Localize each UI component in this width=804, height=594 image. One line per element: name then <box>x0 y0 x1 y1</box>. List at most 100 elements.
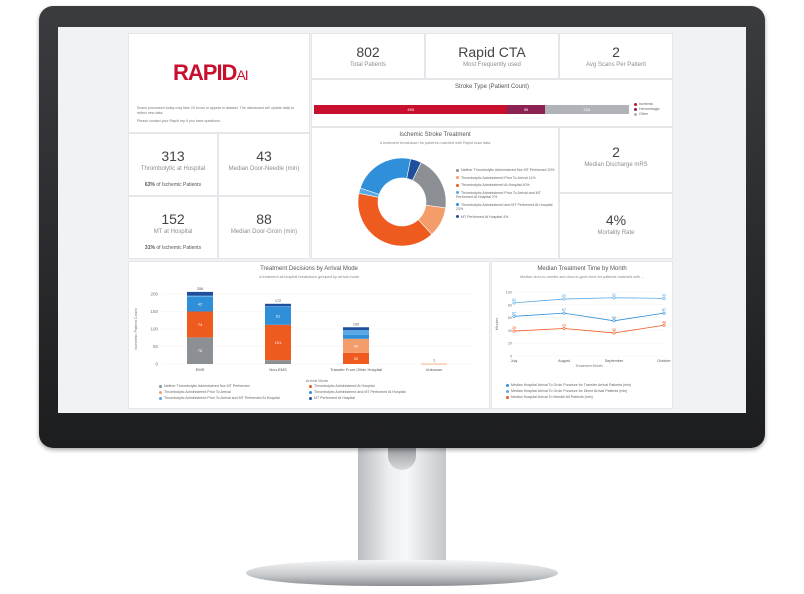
point-value-label: 62 <box>512 311 516 315</box>
line-legend-item: Median Hospital Arrival To Needle All Pa… <box>506 394 671 400</box>
y-tick-label: 80 <box>508 303 512 307</box>
stroke-type-title: Stroke Type (Patient Count) <box>455 84 529 90</box>
point-value-label: 83 <box>512 298 516 302</box>
kpi-label: Median Door-Needle (min) <box>228 166 300 172</box>
bar-value-label: 74 <box>198 322 203 327</box>
donut-slice <box>406 158 422 181</box>
y-tick-label: 0 <box>510 355 512 359</box>
bar-legend-item: Thrombolytic Administered Prior To Arriv… <box>159 390 231 394</box>
kpi-subtext: 63% of Ischemic Patients <box>144 182 202 188</box>
kpi-mt-hospital: 152 MT at Hospital 31% of Ischemic Patie… <box>128 196 218 259</box>
kpi-value: 43 <box>256 148 272 164</box>
series-line <box>513 324 665 334</box>
brand-tile: RAPIDAI Scans processed today may take 2… <box>128 33 310 133</box>
line-point <box>562 297 566 301</box>
line-legend-item: Median Hospital Arrival To Groin Punctur… <box>506 382 671 388</box>
donut-legend: Neither Thrombolytic Administered Nor MT… <box>456 168 556 222</box>
bar-segment <box>265 303 291 307</box>
ischemic-donut-chart <box>357 157 447 247</box>
bar-legend-item: Thrombolytic Administered Prior To Arriv… <box>159 396 280 400</box>
bar-segment <box>421 363 447 365</box>
x-tick-label: July <box>511 359 518 363</box>
point-value-label: 90 <box>662 293 666 297</box>
kpi-label: Total Patients <box>349 62 387 68</box>
x-tick-label: Unknown <box>426 367 443 372</box>
bar-segment <box>187 311 213 338</box>
stroke-type-segment-other: 215 <box>544 105 629 114</box>
kpi-total-patients: 802 Total Patients <box>311 33 425 79</box>
kpi-value: 88 <box>256 211 272 227</box>
arrival-mode-bar-chart: 0 50 100 150 200 Ischemic Patient Count Arriva… <box>133 287 473 383</box>
bar-total-label: 172 <box>275 299 281 303</box>
kpi-label: MT at Hospital <box>153 229 193 235</box>
rapid-logo: RAPIDAI <box>173 60 249 85</box>
point-value-label: 67 <box>662 308 666 312</box>
bar-total-label: 105 <box>353 322 359 326</box>
bar-segment <box>343 330 369 335</box>
kpi-thrombolytic: 313 Thrombolytic at Hospital 63% of Isch… <box>128 133 218 196</box>
donut-legend-item: Thrombolytic Administered At Hospital 40… <box>456 183 556 188</box>
line-chart-subtitle: Median door-to-needle and door-to-groin … <box>519 275 645 279</box>
stroke-type-legend-item: Other <box>634 112 660 117</box>
y-tick-label: 60 <box>508 316 512 320</box>
x-axis-label: Treatment Month <box>575 364 602 368</box>
bar-chart-legend: Neither Thrombolytic Administered Nor MT… <box>159 384 479 408</box>
bar-segment <box>265 306 291 308</box>
ischemic-treatment-tile: Ischemic Stroke Treatment A treatment br… <box>311 127 559 259</box>
series-line <box>513 297 665 304</box>
y-axis-label: Ischemic Patient Count <box>133 308 138 350</box>
y-tick-label: 50 <box>153 344 159 349</box>
bar-segment <box>343 352 369 364</box>
donut-legend-item: Neither Thrombolytic Administered Nor MT… <box>456 168 556 173</box>
kpi-door-needle: 43 Median Door-Needle (min) <box>218 133 310 196</box>
kpi-label: Thrombolytic at Hospital <box>140 166 206 172</box>
arrival-mode-tile: Treatment Decisions by Arrival Mode A tr… <box>128 261 490 409</box>
x-axis-label: Arrival Mode <box>306 378 329 383</box>
bar-segment <box>265 324 291 361</box>
y-tick-label: 150 <box>150 309 158 314</box>
bar-value-label: 42 <box>198 302 203 307</box>
y-axis-label: Minutes <box>495 318 499 331</box>
donut-subtitle: A treatment breakdown for patients match… <box>379 141 491 145</box>
line-point <box>512 329 516 333</box>
stroke-type-tile: Stroke Type (Patient Count) 493 95 215 Isc… <box>311 79 673 127</box>
bar-value-label: 32 <box>354 356 359 361</box>
line-point <box>562 311 566 315</box>
bar-segment <box>187 337 213 364</box>
point-value-label: 39 <box>512 326 516 330</box>
bar-segment <box>187 296 213 312</box>
bar-legend-item: MT Performed At Hospital <box>309 396 355 400</box>
bar-total-label: 206 <box>197 287 203 291</box>
line-chart-title: Median Treatment Time by Month <box>537 266 627 272</box>
stroke-type-legend-item: Hemorrhagic <box>634 107 660 112</box>
line-point <box>512 314 516 318</box>
bar-value-label: 51 <box>276 313 281 318</box>
bar-legend-item: Thrombolytic Administered and MT Perform… <box>309 390 405 394</box>
point-value-label: 55 <box>612 316 616 320</box>
kpi-value: Rapid CTA <box>458 44 526 60</box>
line-point <box>612 296 616 300</box>
kpi-door-groin: 88 Median Door-Groin (min) <box>218 196 310 259</box>
treatment-time-line-chart: 0 20 40 60 80 100 Minutes July August September Oc… <box>495 291 671 369</box>
stroke-type-legend-item: Ischemic <box>634 102 660 107</box>
stroke-type-segment-ischemic: 493 <box>314 105 508 114</box>
kpi-mortality: 4% Mortality Rate <box>559 193 673 259</box>
kpi-label: Most Frequently used <box>463 62 521 68</box>
bar-segment <box>265 306 291 325</box>
line-point <box>612 331 616 335</box>
x-tick-label: August <box>558 359 571 363</box>
line-point <box>612 319 616 323</box>
donut-slice <box>357 192 433 247</box>
bar-legend-item: Thrombolytic Administered At Hospital <box>309 384 375 388</box>
donut-legend-item: Thrombolytic Administered Prior To Arriv… <box>456 190 541 199</box>
kpi-avg-scans: 2 Avg Scans Per Patient <box>559 33 673 79</box>
x-tick-label: Transfer From Other Hospital <box>330 367 382 372</box>
x-tick-label: October <box>657 359 671 363</box>
line-legend-item: Median Hospital Arrival To Groin Punctur… <box>506 388 671 394</box>
line-point <box>662 311 666 315</box>
line-point <box>562 326 566 330</box>
point-value-label: 91 <box>612 293 616 297</box>
stroke-type-segment-hemorrhagic: 95 <box>507 105 545 114</box>
donut-legend-item: Thrombolytic Administered and MT Perform… <box>456 202 553 211</box>
y-tick-label: 100 <box>150 327 158 332</box>
